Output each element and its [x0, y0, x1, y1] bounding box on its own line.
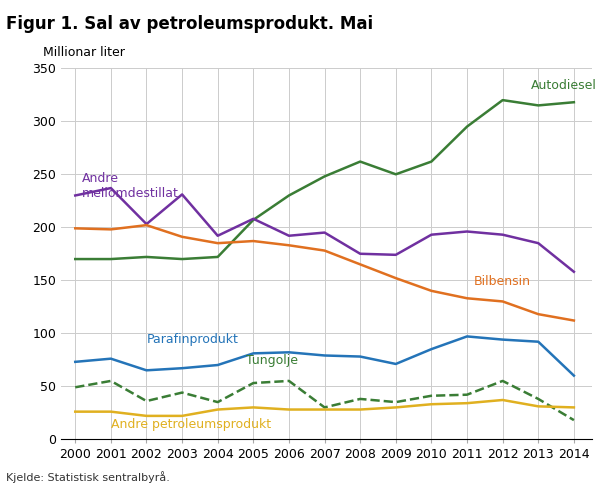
Text: Autodiesel: Autodiesel — [531, 79, 597, 92]
Text: Kjelde: Statistisk sentralbyrå.: Kjelde: Statistisk sentralbyrå. — [6, 471, 170, 483]
Text: Millionar liter: Millionar liter — [43, 45, 124, 59]
Text: Figur 1. Sal av petroleumsprodukt. Mai: Figur 1. Sal av petroleumsprodukt. Mai — [6, 15, 373, 33]
Text: Bilbensin: Bilbensin — [474, 275, 531, 288]
Text: Andre
mellomdestillat: Andre mellomdestillat — [82, 172, 179, 200]
Text: Andre petroleumsprodukt: Andre petroleumsprodukt — [111, 418, 271, 431]
Text: Parafinprodukt: Parafinprodukt — [146, 333, 239, 346]
Text: Tungolje: Tungolje — [246, 354, 298, 367]
